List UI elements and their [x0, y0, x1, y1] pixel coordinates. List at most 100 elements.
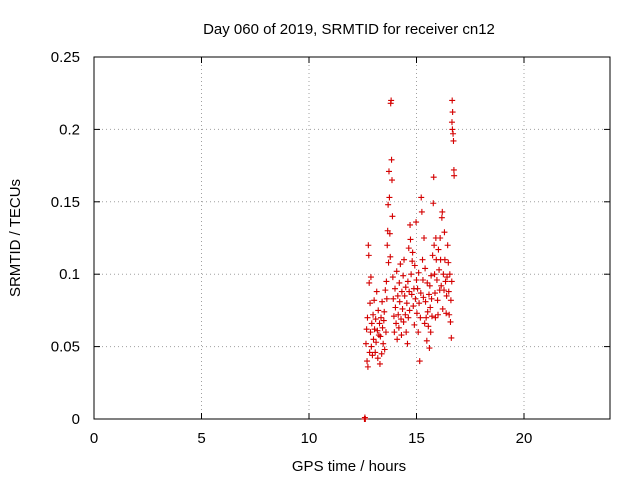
data-point — [383, 295, 390, 302]
data-point — [389, 274, 396, 281]
chart-title: Day 060 of 2019, SRMTID for receiver cn1… — [203, 21, 495, 38]
y-tick-label: 0.25 — [51, 49, 80, 66]
data-point — [361, 414, 368, 421]
data-point — [363, 326, 370, 333]
data-point — [405, 245, 412, 252]
data-point — [375, 307, 382, 314]
data-point — [401, 256, 408, 263]
data-point — [365, 242, 372, 249]
data-point — [393, 268, 400, 275]
data-point — [433, 276, 440, 283]
data-point — [376, 360, 383, 367]
data-point — [412, 295, 419, 302]
data-point — [438, 282, 445, 289]
data-point — [384, 242, 391, 249]
data-point — [385, 259, 392, 266]
data-point — [449, 109, 456, 116]
data-point — [413, 276, 420, 283]
data-point — [398, 288, 405, 295]
data-point — [441, 287, 448, 294]
data-point — [369, 352, 376, 359]
data-point — [382, 287, 389, 294]
y-tick-label: 0.2 — [59, 121, 80, 138]
data-point — [392, 285, 398, 292]
data-point — [367, 300, 374, 307]
data-point — [418, 194, 425, 201]
data-point — [442, 278, 449, 285]
data-point — [411, 262, 418, 269]
data-point — [419, 256, 426, 263]
data-point — [450, 166, 457, 173]
data-point — [366, 349, 373, 356]
y-axis-label: SRMTID / TECUs — [7, 179, 24, 297]
data-point — [408, 271, 415, 278]
data-point — [400, 272, 407, 279]
data-point — [443, 310, 450, 317]
data-point — [390, 313, 397, 320]
data-point — [411, 321, 418, 328]
data-point — [425, 323, 432, 330]
data-point — [379, 298, 386, 305]
data-point — [427, 304, 434, 311]
data-point — [429, 252, 436, 259]
data-point — [434, 297, 441, 304]
data-point — [431, 242, 438, 249]
data-point — [394, 336, 401, 343]
data-point — [383, 278, 390, 285]
data-point — [402, 284, 409, 291]
data-point — [388, 177, 395, 184]
data-point — [389, 213, 396, 220]
data-point — [425, 291, 432, 298]
data-point — [446, 271, 453, 278]
data-point — [372, 316, 379, 323]
x-tick-label: 5 — [197, 430, 205, 447]
data-point — [364, 358, 371, 365]
data-point — [413, 219, 420, 226]
data-point — [451, 172, 458, 179]
data-point — [422, 298, 429, 305]
data-point — [391, 329, 398, 336]
data-point — [432, 314, 439, 321]
data-point — [441, 229, 448, 236]
data-point — [388, 156, 395, 163]
data-point — [414, 285, 421, 292]
data-point — [407, 236, 414, 243]
data-point — [380, 317, 387, 324]
data-point — [426, 282, 433, 289]
data-point — [370, 336, 377, 343]
data-point — [401, 292, 408, 299]
data-point — [373, 339, 380, 346]
data-point — [371, 326, 378, 333]
data-point — [403, 300, 410, 307]
data-point — [378, 314, 385, 321]
data-point — [410, 303, 417, 310]
data-point — [439, 208, 446, 215]
data-point — [436, 266, 443, 273]
data-point — [392, 304, 399, 311]
data-point — [368, 343, 375, 350]
data-point — [379, 324, 386, 331]
data-point — [376, 320, 383, 327]
data-point — [367, 329, 374, 336]
data-point — [370, 311, 377, 318]
data-point — [415, 329, 422, 336]
data-point — [377, 333, 384, 340]
data-point — [431, 290, 438, 297]
data-point — [450, 137, 457, 144]
data-point — [424, 279, 431, 286]
x-tick-label: 10 — [301, 430, 318, 447]
data-point — [448, 278, 455, 285]
data-point — [404, 278, 411, 285]
data-point — [381, 346, 388, 353]
data-point — [413, 310, 420, 317]
data-point — [448, 119, 455, 126]
data-points — [361, 97, 458, 422]
data-point — [398, 316, 405, 323]
data-point — [366, 279, 373, 286]
data-point — [437, 235, 444, 241]
data-point — [417, 290, 424, 297]
plot-frame — [93, 56, 611, 420]
y-tick-label: 0.1 — [59, 266, 80, 283]
data-point — [445, 259, 452, 266]
